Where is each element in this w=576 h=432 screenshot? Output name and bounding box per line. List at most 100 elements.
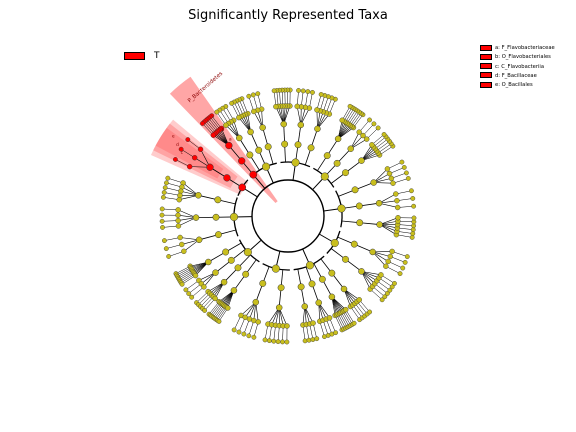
taxon-node (159, 206, 165, 212)
taxon-node (334, 135, 342, 143)
taxon-node (160, 194, 166, 200)
taxon-node (392, 280, 397, 286)
taxon-node (342, 255, 349, 263)
taxon-node (165, 175, 171, 181)
taxon-node (351, 186, 359, 194)
clade-legend-item: c: C_Flavobacteriia (480, 63, 555, 72)
taxon-node (307, 144, 315, 152)
taxon-node (192, 214, 200, 221)
taxon-node (323, 152, 331, 160)
clade-legend-swatch (480, 53, 492, 60)
taxon-node (280, 339, 285, 345)
taxon-node (206, 163, 214, 171)
clade-legend-label: e: O_Bacillales (495, 82, 533, 89)
page-title: Significantly Represented Taxa (188, 8, 388, 23)
taxon-node (402, 259, 408, 265)
taxon-node (297, 121, 305, 129)
taxon-node (356, 219, 364, 227)
taxon-node (212, 269, 219, 276)
taxon-node (160, 225, 165, 230)
taxon-node (337, 204, 346, 213)
taxon-node (246, 151, 254, 159)
taxon-node (229, 100, 235, 106)
taxon-node (214, 196, 222, 204)
taxon-node (409, 188, 414, 194)
taxon-node (273, 103, 279, 110)
taxon-node (381, 132, 387, 137)
taxon-node (305, 89, 311, 94)
clade-legend-swatch (480, 81, 492, 88)
clade-legend-label: a: F_Flavobacteriaceae (495, 45, 555, 51)
taxon-node (177, 234, 183, 241)
taxon-node (216, 319, 222, 324)
taxon-node (328, 269, 336, 277)
taxon-node (387, 253, 393, 260)
taxon-node (387, 287, 393, 293)
clade-legend-item: e: O_Bacillales (480, 81, 555, 90)
group-legend: T (124, 51, 160, 62)
taxon-node (163, 246, 169, 252)
taxon-node (173, 157, 178, 162)
taxon-node (363, 136, 370, 142)
branch-edge (267, 307, 280, 325)
taxon-node (236, 329, 242, 335)
taxon-node (314, 125, 321, 133)
taxon-node (390, 180, 396, 186)
taxon-node (229, 212, 239, 221)
taxon-node (236, 114, 242, 121)
taxon-node (394, 197, 400, 204)
taxon-node (343, 306, 349, 313)
taxon-node (210, 132, 217, 138)
taxon-node (296, 88, 301, 93)
taxon-node (255, 146, 263, 154)
clade-legend: a: F_Flavobacteriaceae b: O_Flavobacteri… (480, 44, 555, 90)
taxon-node (264, 143, 272, 151)
taxon-node (284, 323, 290, 329)
taxon-node (411, 215, 417, 221)
taxon-node (297, 283, 305, 291)
taxon-node (234, 264, 242, 272)
taxon-node (195, 236, 203, 244)
taxon-node (246, 333, 252, 339)
taxon-node (369, 142, 375, 148)
taxon-node (225, 305, 231, 311)
taxon-node (161, 190, 167, 195)
taxon-node (411, 203, 417, 209)
clade-legend-item: a: F_Flavobacteriaceae (480, 44, 555, 53)
taxon-node (310, 320, 316, 326)
taxon-node (291, 158, 300, 167)
taxon-node (255, 91, 261, 97)
taxon-node (389, 248, 395, 255)
taxon-node (410, 196, 416, 201)
clade-legend-item: b: O_Flavobacteriales (480, 53, 555, 62)
taxon-node (360, 132, 366, 139)
taxon-node (404, 254, 410, 260)
taxon-node (400, 265, 406, 271)
taxon-node (375, 125, 381, 131)
taxon-node (225, 141, 233, 150)
taxon-node (355, 202, 363, 210)
taxon-node (215, 231, 222, 239)
branch-edge (379, 224, 397, 235)
taxon-node (259, 279, 267, 287)
taxon-node (378, 272, 384, 278)
taxon-node (351, 320, 357, 326)
taxon-node (251, 108, 257, 115)
taxon-node (370, 179, 377, 186)
taxon-node (385, 258, 391, 265)
clade-legend-label: d: F_Bacillaceae (495, 72, 537, 79)
taxon-node (281, 140, 289, 148)
taxon-node (386, 170, 393, 177)
taxon-node (330, 238, 339, 248)
taxon-node (350, 240, 358, 248)
taxon-node (192, 272, 199, 279)
taxon-node (383, 263, 389, 269)
taxon-node (342, 169, 349, 177)
sector-letter: c (181, 151, 184, 156)
taxon-node (315, 299, 322, 306)
taxon-node (306, 337, 312, 343)
branch-edge (361, 271, 381, 276)
branch-edge (179, 195, 199, 200)
taxon-node (271, 88, 277, 94)
taxon-node (310, 89, 315, 95)
